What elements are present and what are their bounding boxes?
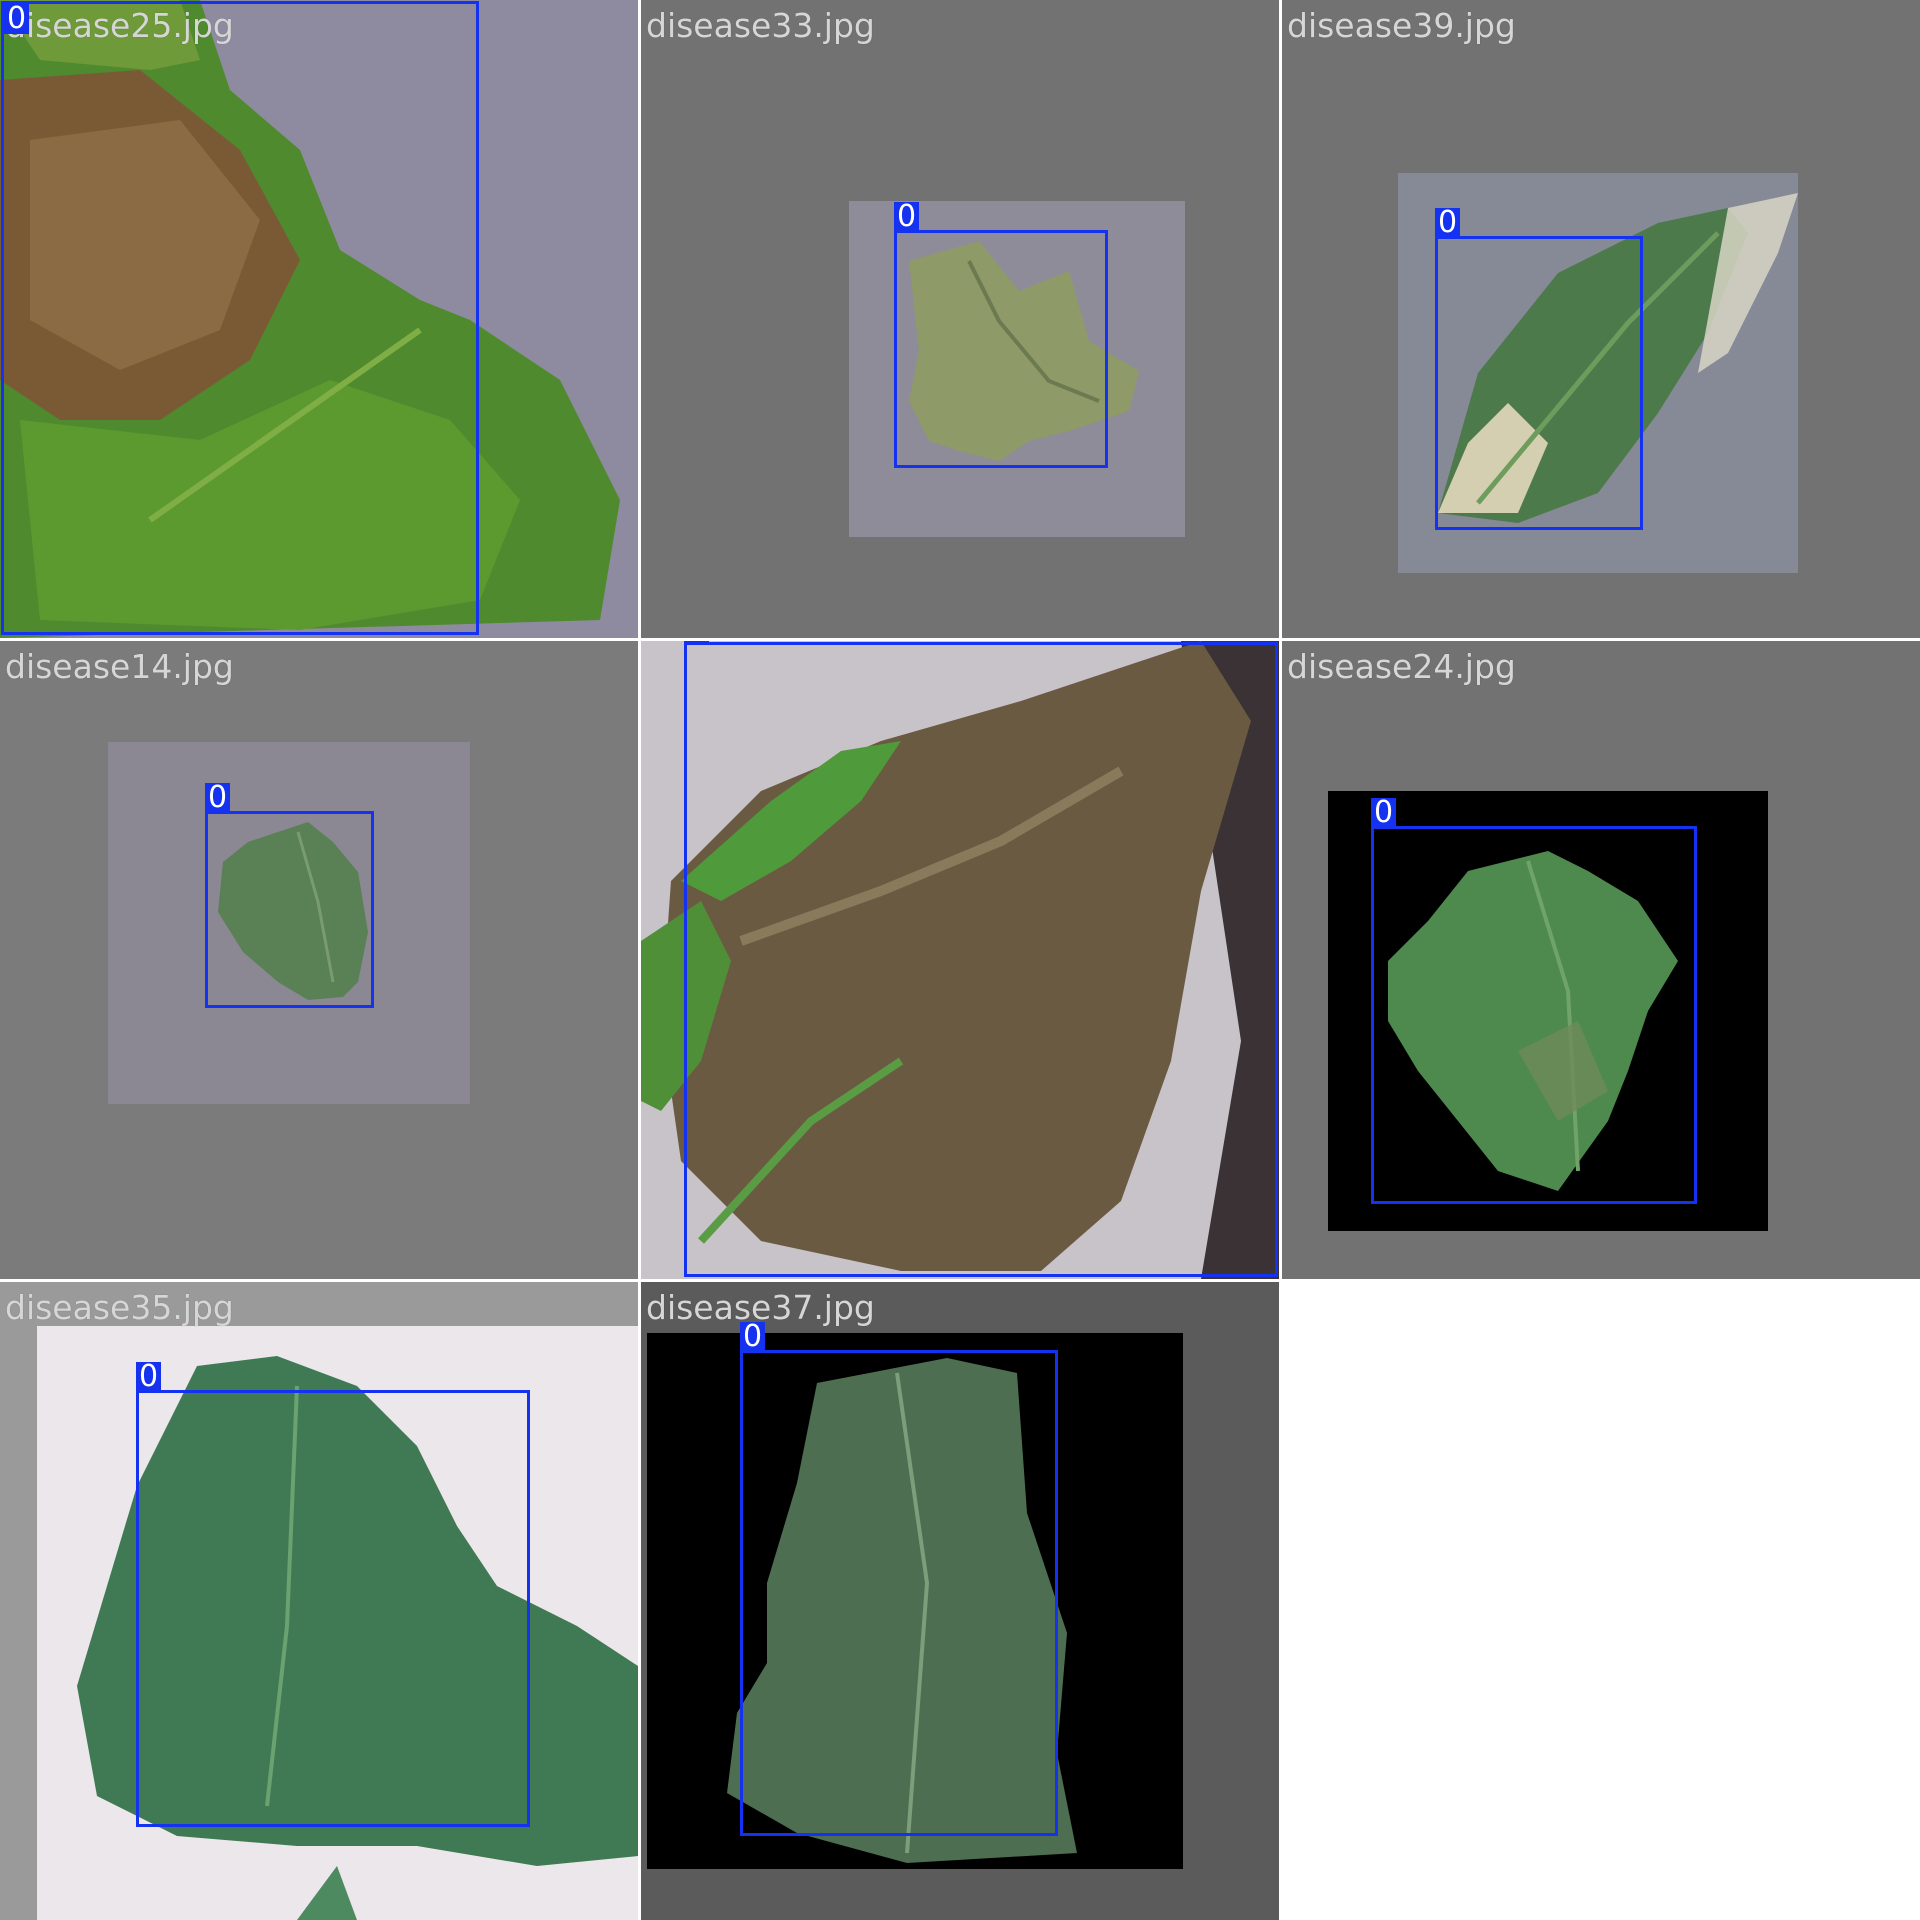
detection-box: 0 [1371,798,1697,1204]
class-label-tag: 0 [740,1322,766,1352]
filename-label: disease14.jpg [5,647,234,686]
class-label-tag: 0 [894,202,920,232]
image-tile: disease33.jpg 0 [641,0,1279,638]
detection-box: 0 [205,783,374,1008]
image-tile: disease37.jpg 0 [641,1282,1279,1920]
class-label-tag: 0 [205,783,231,813]
detection-box: 0 [136,1362,530,1827]
filename-label: disease35.jpg [5,1288,234,1327]
leaf-photo [647,1333,1183,1869]
image-tile: disease24.jpg 0 [1282,641,1920,1279]
filename-label: disease24.jpg [1287,647,1516,686]
filename-label: disease25.jpg [5,6,234,45]
detection-box: 0 [894,202,1108,468]
leaf-photo [0,0,638,638]
image-tile: 0 [641,641,1279,1279]
detection-box: 0 [1435,208,1643,530]
leaf-photo [108,742,470,1104]
class-label-tag: 0 [1435,208,1461,238]
detection-box: 0 [740,1322,1058,1836]
filename-label: disease39.jpg [1287,6,1516,45]
class-label-tag: 0 [4,4,30,34]
image-tile: disease39.jpg 0 [1282,0,1920,638]
detection-box: 0 [684,641,1278,1277]
filename-label: disease33.jpg [646,6,875,45]
leaf-photo [849,201,1185,537]
class-label-tag: 0 [136,1362,162,1392]
leaf-photo [1398,173,1798,573]
detection-box: 0 [1,1,479,635]
image-tile: disease35.jpg 0 [0,1282,638,1920]
class-label-tag: 0 [1371,798,1397,828]
image-tile: disease14.jpg 0 [0,641,638,1279]
filename-label: disease37.jpg [646,1288,875,1327]
image-tile: disease25.jpg 0 [0,0,638,638]
class-label-tag: 0 [684,641,710,644]
